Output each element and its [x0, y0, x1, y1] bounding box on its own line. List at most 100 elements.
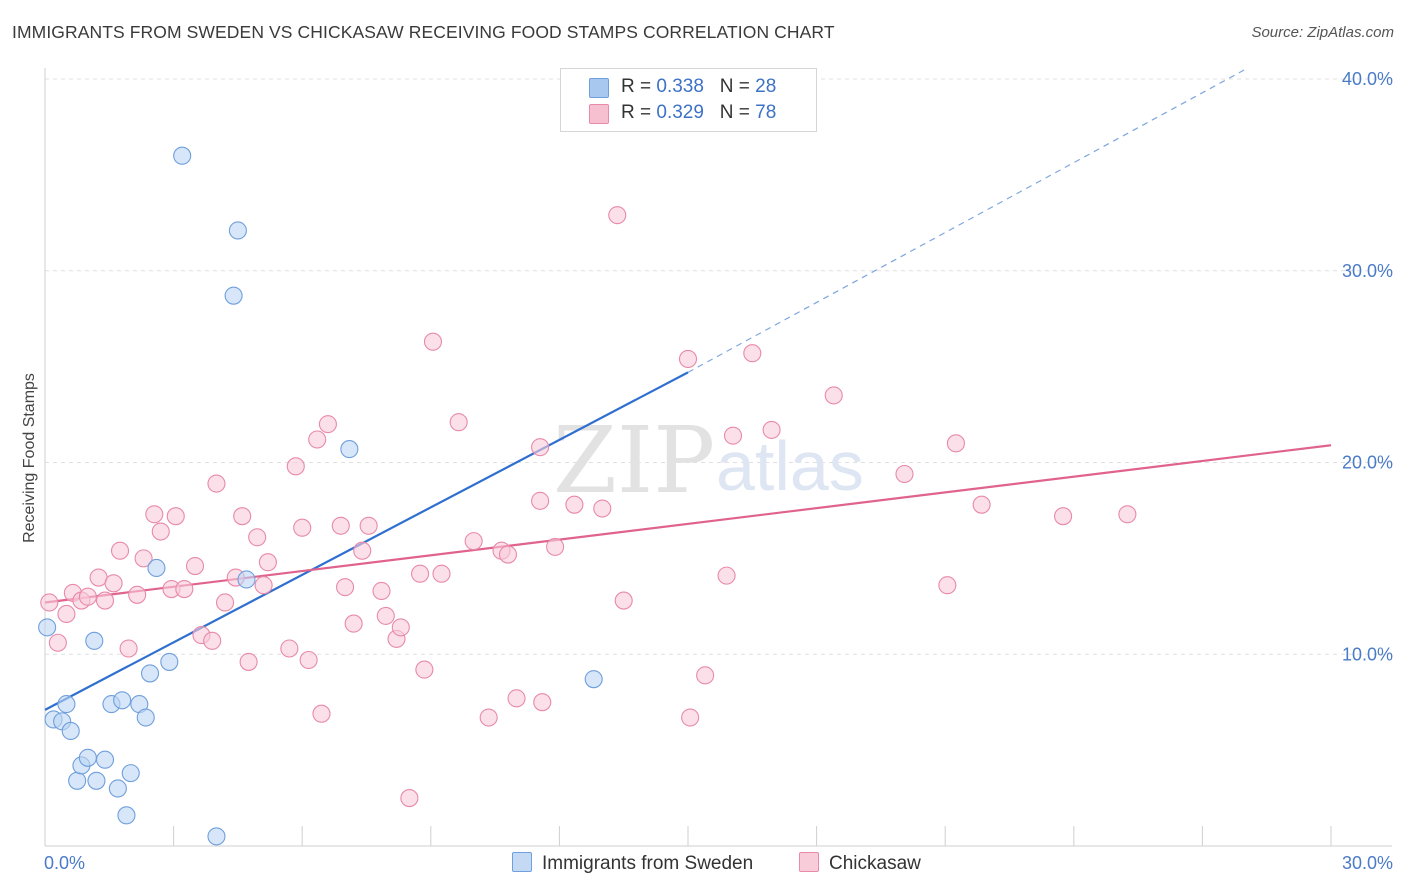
point-s1-17 [175, 580, 194, 599]
n-label: N = [719, 76, 756, 97]
data-points [38, 146, 1137, 846]
point-s1-48 [423, 332, 442, 351]
trend-lines [44, 68, 1332, 711]
point-s0-20 [160, 652, 179, 671]
point-s1-36 [331, 516, 350, 535]
point-s0-13 [113, 691, 132, 710]
legend-text-sweden: R = 0.338 N = 28 [621, 76, 776, 98]
point-s1-8 [104, 574, 123, 593]
point-s1-51 [464, 532, 483, 551]
point-s0-3 [57, 695, 76, 714]
series-label-sweden: Immigrants from Sweden [542, 853, 754, 874]
point-s1-70 [762, 420, 781, 439]
point-s1-58 [531, 438, 550, 457]
point-s0-12 [108, 779, 127, 798]
legend-swatch-sweden [589, 78, 609, 98]
point-s1-38 [344, 614, 363, 633]
point-s0-27 [584, 670, 603, 689]
point-s1-6 [89, 568, 108, 587]
point-s1-5 [78, 587, 97, 606]
point-s1-61 [593, 499, 612, 518]
legend-swatch-chickasaw [589, 104, 609, 124]
point-s1-57 [533, 693, 552, 712]
point-s1-29 [280, 639, 299, 658]
x-tick-label-0: 0.0% [44, 853, 85, 873]
point-s1-74 [946, 434, 965, 453]
point-s1-32 [299, 650, 318, 670]
point-s1-75 [972, 495, 991, 514]
point-s1-56 [531, 491, 550, 510]
point-s1-40 [359, 516, 378, 535]
point-s1-64 [678, 349, 698, 369]
point-s0-24 [228, 221, 247, 240]
x-tick-labels: 0.0% 30.0% [44, 853, 1393, 873]
y-tick-label-1: 20.0% [1342, 453, 1393, 473]
point-s1-22 [215, 593, 235, 612]
point-s1-25 [239, 652, 258, 671]
point-s0-7 [78, 748, 97, 767]
point-s1-63 [614, 591, 633, 610]
point-s0-22 [207, 827, 226, 846]
point-s0-26 [340, 440, 359, 459]
point-s1-46 [411, 564, 430, 583]
point-s1-44 [391, 618, 410, 637]
n-value-sweden: 28 [755, 76, 777, 97]
point-s1-54 [498, 545, 518, 564]
point-s0-15 [121, 764, 140, 783]
point-s1-18 [185, 556, 205, 576]
y-tick-label-3: 40.0% [1342, 69, 1393, 89]
point-s1-9 [110, 541, 130, 560]
point-s1-37 [336, 578, 355, 597]
point-s0-23 [224, 286, 243, 305]
legend-text-chickasaw: R = 0.329 N = 78 [621, 102, 776, 124]
y-axis-label: Receiving Food Stamps [21, 373, 38, 543]
point-s1-39 [353, 541, 372, 560]
point-s1-33 [308, 430, 327, 449]
series-swatch-sweden [512, 852, 532, 872]
point-s0-25 [237, 570, 256, 589]
point-s1-24 [233, 507, 252, 526]
point-s1-10 [119, 639, 138, 658]
point-s1-69 [743, 344, 762, 363]
axes [44, 68, 1392, 847]
r-label: R = [621, 102, 657, 123]
point-s1-16 [166, 507, 185, 526]
grid-lines [45, 78, 1392, 655]
source-label: Source: ZipAtlas.com [1251, 24, 1394, 41]
point-s0-21 [173, 146, 192, 165]
point-s1-34 [312, 704, 331, 723]
n-value-chickasaw: 78 [755, 102, 777, 123]
point-s0-8 [87, 771, 106, 790]
point-s1-73 [938, 576, 957, 595]
y-tick-label-2: 30.0% [1342, 261, 1393, 281]
point-s1-71 [824, 386, 843, 405]
point-s1-66 [696, 666, 715, 685]
correlation-legend: R = 0.338 N = 28 R = 0.329 N = 78 [560, 68, 817, 132]
trend-line-extension-0 [687, 68, 1246, 373]
series-label-chickasaw: Chickasaw [829, 853, 921, 874]
point-s1-30 [286, 457, 305, 476]
point-s1-62 [608, 206, 627, 225]
watermark-zip: ZIP [553, 407, 715, 514]
series-swatch-chickasaw [799, 852, 819, 872]
point-s1-76 [1054, 507, 1073, 526]
point-s0-14 [117, 806, 136, 825]
point-s1-52 [479, 708, 498, 727]
r-value-sweden: 0.338 [656, 76, 704, 97]
point-s1-55 [507, 689, 526, 708]
point-s0-19 [147, 558, 166, 578]
point-s1-13 [145, 505, 164, 524]
y-tick-label-0: 10.0% [1342, 644, 1393, 664]
point-s0-5 [68, 771, 87, 790]
point-s1-20 [203, 631, 222, 650]
point-s1-26 [248, 528, 267, 547]
point-s0-10 [95, 750, 115, 769]
point-s1-11 [128, 585, 147, 604]
point-s1-35 [318, 415, 337, 434]
point-s1-42 [376, 606, 395, 625]
r-value-chickasaw: 0.329 [656, 102, 704, 123]
point-s0-0 [38, 618, 57, 637]
point-s1-77 [1118, 505, 1137, 524]
point-s1-45 [400, 789, 419, 808]
point-s1-68 [723, 426, 743, 445]
